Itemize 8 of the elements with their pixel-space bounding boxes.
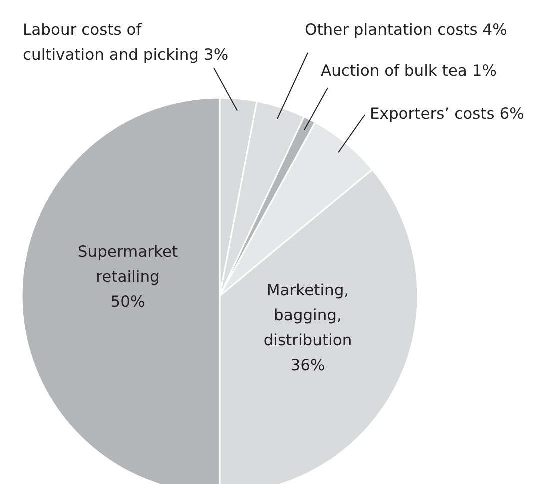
slice-label: Auction of bulk tea 1% xyxy=(321,62,497,80)
slice-label: Marketing, bagging, distribution xyxy=(264,282,352,350)
slice-label: Supermarket retailing xyxy=(78,243,178,286)
slice-label: Other plantation costs 4% xyxy=(305,21,508,39)
slice-label: Exporters’ costs 6% xyxy=(370,105,524,123)
data-label: 36% xyxy=(290,356,326,374)
slice-label: Labour costs of cultivation and picking 3% xyxy=(23,21,229,64)
data-label: 50% xyxy=(110,293,146,311)
